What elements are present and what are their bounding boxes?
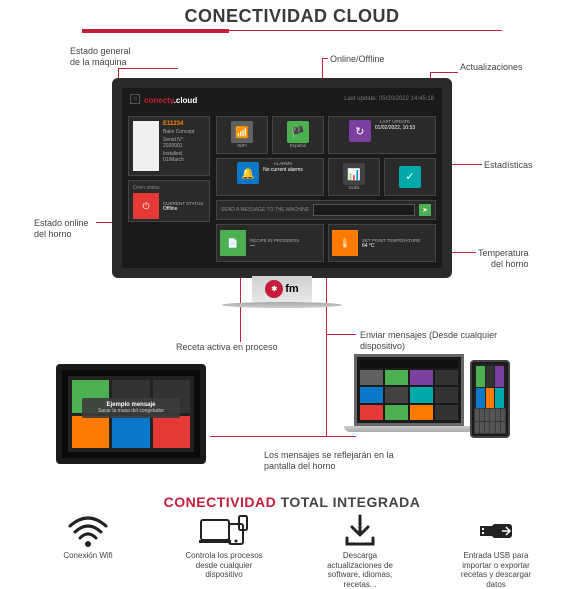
footer-title: CONECTIVIDAD TOTAL INTEGRADA — [20, 494, 564, 510]
recipe-tile[interactable]: 📄 RECIPE IN PROGRESS — — [216, 224, 324, 262]
dashboard-topbar: ⌂ conecty.cloud Last update: 05/20/2022 … — [122, 88, 442, 110]
devices-icon — [199, 514, 249, 548]
laptop-device — [344, 354, 474, 432]
footer-usb: Entrada USB paraimportar o exportarrecet… — [436, 514, 556, 589]
footer-devices: Controla los procesosdesde cualquierdisp… — [164, 514, 284, 589]
callout-msg-reflejaran: Los mensajes se reflejarán en lapantalla… — [264, 450, 394, 472]
temperature-tile[interactable]: 🌡 SET POINT TEMPERATURE 64 °C — [328, 224, 436, 262]
oven-status-card: Oven status ⏻ CURRENT STATUS Offline — [128, 180, 210, 222]
fm-badge-icon: ✱ — [265, 280, 283, 298]
wifi-icon: 📶 — [231, 121, 253, 143]
desktop-monitor: ⌂ conecty.cloud Last update: 05/20/2022 … — [112, 78, 452, 302]
bell-icon: 🔔 — [237, 162, 259, 184]
title-underline — [82, 29, 502, 33]
stats-tile[interactable]: 📊 Gráfs — [328, 158, 380, 196]
send-button[interactable]: ➤ — [419, 204, 431, 216]
thermometer-icon: 🌡 — [332, 230, 358, 256]
update-icon: ↻ — [349, 120, 371, 142]
check-icon: ✓ — [399, 166, 421, 188]
callout-online-offline: Online/Offline — [330, 54, 384, 65]
alarms-tile[interactable]: 🔔 ALARMS No current alarms — [216, 158, 324, 196]
download-icon — [343, 514, 377, 548]
callout-estado-general: Estado generalde la máquina — [70, 46, 131, 68]
device-thumbnail — [133, 121, 159, 171]
usb-icon — [476, 514, 516, 548]
tiles-grid: 📶 WIFI 🏴 Español ↻ LAST UPDATE 01/02/202… — [216, 116, 436, 196]
wifi-icon — [67, 514, 109, 548]
last-update-text: Last update: 05/20/2022 14:45:18 — [344, 96, 434, 102]
flag-icon: 🏴 — [287, 121, 309, 143]
wifi-tile[interactable]: 📶 WIFI — [216, 116, 268, 154]
monitor-brand: fm — [285, 283, 298, 295]
oven-screen-tablet: Ejemplo mensaje Sacar la masa del congel… — [56, 364, 206, 464]
chart-icon: 📊 — [343, 163, 365, 185]
language-tile[interactable]: 🏴 Español — [272, 116, 324, 154]
dashboard-screen: ⌂ conecty.cloud Last update: 05/20/2022 … — [112, 78, 452, 278]
callout-receta-activa: Receta activa en proceso — [176, 342, 278, 353]
footer-download: Descargaactualizaciones desoftware, idio… — [300, 514, 420, 589]
check-tile[interactable]: ✓ — [384, 158, 436, 196]
callout-estadisticas: Estadísticas — [484, 160, 533, 171]
update-tile[interactable]: ↻ LAST UPDATE 01/02/2022, 10:53 — [328, 116, 436, 154]
power-icon: ⏻ — [133, 193, 159, 219]
recipe-icon: 📄 — [220, 230, 246, 256]
callout-temp-horno: Temperaturadel horno — [478, 248, 529, 270]
footer-section: CONECTIVIDAD TOTAL INTEGRADA Conexión Wi… — [0, 490, 584, 584]
footer-wifi: Conexión Wifi — [28, 514, 148, 589]
callout-estado-online-horno: Estado onlinedel horno — [34, 218, 89, 240]
home-icon[interactable]: ⌂ — [130, 94, 140, 104]
oven-message-popup: Ejemplo mensaje Sacar la masa del congel… — [82, 398, 180, 418]
callout-actualizaciones: Actualizaciones — [460, 62, 523, 73]
device-card[interactable]: E11234 Bake Concept Serial N°: 2020001 I… — [128, 116, 210, 176]
send-message-row: SEND A MESSAGE TO THE MACHINE ➤ — [216, 200, 436, 220]
monitor-stand: ✱ fm — [252, 276, 312, 302]
callout-enviar-msg: Enviar mensajes (Desde cualquierdisposit… — [360, 330, 497, 352]
brand-logo: conecty.cloud — [144, 90, 197, 108]
device-name: E11234 — [163, 121, 205, 127]
message-input[interactable] — [313, 204, 415, 216]
page-title: CONECTIVIDAD CLOUD — [0, 0, 584, 29]
smartphone-device — [470, 360, 510, 438]
